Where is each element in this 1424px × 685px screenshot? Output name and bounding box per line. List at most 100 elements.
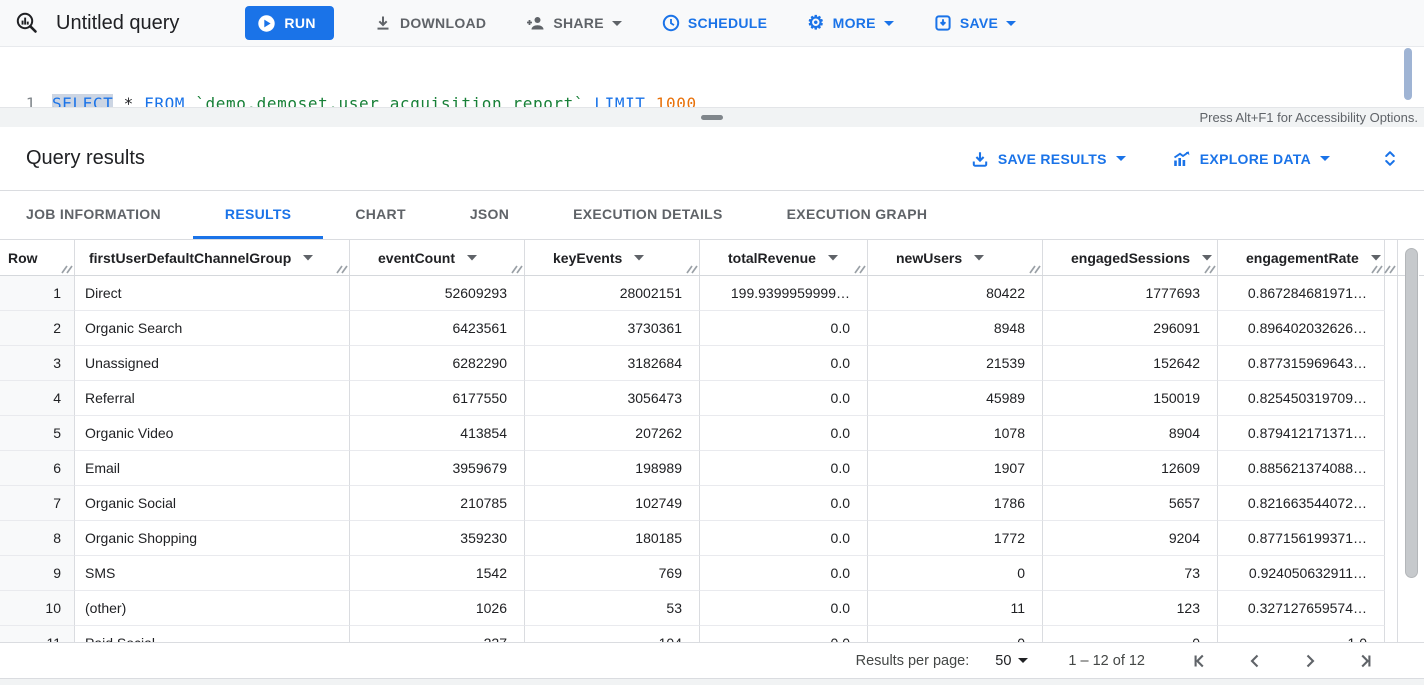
- table-cell-keyEvents: 53: [525, 591, 700, 626]
- column-menu-icon[interactable]: [827, 254, 838, 261]
- row-number-cell: 4: [0, 381, 75, 416]
- save-results-button[interactable]: SAVE RESULTS: [971, 150, 1126, 168]
- tab-results[interactable]: RESULTS: [192, 191, 324, 239]
- first-page-button[interactable]: [1189, 650, 1211, 672]
- tab-json[interactable]: JSON: [469, 205, 510, 222]
- table-body: 1 Direct 52609293 28002151 199.9399959999… 80…: [0, 276, 1424, 642]
- column-header-row[interactable]: Row: [0, 240, 75, 275]
- table-cell-engagementRate: 0.879412171371…: [1218, 416, 1385, 451]
- column-label: newUsers: [896, 249, 963, 266]
- editor-scrollbar-thumb[interactable]: [1404, 48, 1412, 100]
- row-number-cell: 11: [0, 626, 75, 642]
- column-menu-icon[interactable]: [303, 254, 314, 261]
- column-resize-handle[interactable]: [510, 264, 523, 274]
- column-menu-icon[interactable]: [467, 254, 477, 261]
- table-row: 10 (other) 1026 53 0.0 11 123 0.327127659574…: [0, 591, 1424, 626]
- table-cell-newUsers: 1786: [868, 486, 1043, 521]
- table-cell-engagementRate: 0.327127659574…: [1218, 591, 1385, 626]
- table-cell-newUsers: 45989: [868, 381, 1043, 416]
- column-menu-icon[interactable]: [1370, 254, 1381, 261]
- chevron-down-icon: [611, 20, 622, 26]
- table-cell-eventCount: 413854: [350, 416, 525, 451]
- table-cell-engagementRate: 0.896402032626…: [1218, 311, 1385, 346]
- table-cell-engagementRate: 0.821663544072…: [1218, 486, 1385, 521]
- column-header-engagedSessions[interactable]: engagedSessions: [1043, 240, 1218, 275]
- table-row: 7 Organic Social 210785 102749 0.0 1786 5657 0.…: [0, 486, 1424, 521]
- results-tab-bar: JOB INFORMATION RESULTS CHART JSON EXECUTION…: [0, 191, 1424, 240]
- table-cell-engagedSessions: 0: [1043, 626, 1218, 642]
- tab-job-information[interactable]: JOB INFORMATION: [26, 205, 161, 222]
- expand-results-button[interactable]: [1382, 149, 1398, 168]
- splitter-drag-handle[interactable]: [701, 115, 723, 120]
- table-cell-eventCount: 3959679: [350, 451, 525, 486]
- column-resize-handle[interactable]: [60, 264, 73, 274]
- explore-data-button[interactable]: EXPLORE DATA: [1172, 150, 1330, 168]
- row-number-cell: 7: [0, 486, 75, 521]
- save-button[interactable]: SAVE: [934, 14, 1017, 32]
- table-row: 4 Referral 6177550 3056473 0.0 45989 150019 0.8…: [0, 381, 1424, 416]
- download-label: DOWNLOAD: [399, 15, 487, 31]
- column-menu-icon[interactable]: [1202, 254, 1213, 261]
- sql-editor[interactable]: 1 SELECT * FROM `demo.demoset.user_acqui…: [0, 47, 1424, 113]
- editor-splitter-strip: Press Alt+F1 for Accessibility Options.: [0, 107, 1424, 127]
- column-resize-handle[interactable]: [335, 264, 348, 274]
- column-header-eventCount[interactable]: eventCount: [350, 240, 525, 275]
- column-label: Row: [8, 249, 38, 266]
- table-row: 5 Organic Video 413854 207262 0.0 1078 8904 0.8…: [0, 416, 1424, 451]
- schedule-button[interactable]: SCHEDULE: [662, 14, 767, 32]
- table-cell-totalRevenue: 0.0: [700, 521, 868, 556]
- column-resize-handle[interactable]: [1028, 264, 1041, 274]
- tab-execution-graph[interactable]: EXECUTION GRAPH: [786, 205, 928, 222]
- query-results-header: Query results SAVE RESULTS: [0, 127, 1424, 191]
- table-scrollbar[interactable]: [1405, 248, 1419, 628]
- table-cell-engagementRate: 0.825450319709…: [1218, 381, 1385, 416]
- column-header-newUsers[interactable]: newUsers: [868, 240, 1043, 275]
- download-button[interactable]: DOWNLOAD: [374, 14, 486, 32]
- table-cell-newUsers: 1078: [868, 416, 1043, 451]
- column-resize-handle[interactable]: [853, 264, 866, 274]
- table-cell-totalRevenue: 0.0: [700, 451, 868, 486]
- table-cell-firstUserDefaultChannelGroup: Unassigned: [75, 346, 350, 381]
- column-header-keyEvents[interactable]: keyEvents: [525, 240, 700, 275]
- last-page-button[interactable]: [1354, 650, 1376, 672]
- table-cell-firstUserDefaultChannelGroup: Organic Social: [75, 486, 350, 521]
- pager-controls: [1189, 650, 1376, 672]
- tab-execution-details[interactable]: EXECUTION DETAILS: [573, 205, 723, 222]
- row-number-cell: 1: [0, 276, 75, 311]
- table-cell-eventCount: 1026: [350, 591, 525, 626]
- column-resize-handle[interactable]: [1203, 264, 1216, 274]
- gear-icon: ⚙: [807, 12, 825, 34]
- page-size-select[interactable]: 50: [995, 653, 1029, 669]
- column-header-firstUserDefaultChannelGroup[interactable]: firstUserDefaultChannelGroup: [75, 240, 350, 275]
- table-cell-totalRevenue: 0.0: [700, 416, 868, 451]
- save-alt-icon: [971, 150, 989, 168]
- table-cell-newUsers: 21539: [868, 346, 1043, 381]
- table-cell-totalRevenue: 0.0: [700, 626, 868, 642]
- column-menu-icon[interactable]: [974, 254, 985, 261]
- table-cell-eventCount: 6282290: [350, 346, 525, 381]
- tab-chart[interactable]: CHART: [355, 205, 406, 222]
- more-button[interactable]: ⚙ MORE: [807, 14, 894, 33]
- column-resize-handle[interactable]: [685, 264, 698, 274]
- table-cell-engagementRate: 0.885621374088…: [1218, 451, 1385, 486]
- table-cell-engagementRate: 0.877315969643…: [1218, 346, 1385, 381]
- column-menu-icon[interactable]: [634, 254, 645, 261]
- share-button[interactable]: SHARE: [526, 14, 622, 32]
- next-page-button[interactable]: [1299, 650, 1321, 672]
- table-cell-engagementRate: 0.867284681971…: [1218, 276, 1385, 311]
- table-row: 8 Organic Shopping 359230 180185 0.0 1772 9204…: [0, 521, 1424, 556]
- run-button[interactable]: RUN: [245, 6, 334, 40]
- previous-page-button[interactable]: [1244, 650, 1266, 672]
- table-filler-column: [1385, 276, 1398, 642]
- table-row: 2 Organic Search 6423561 3730361 0.0 8948 2960…: [0, 311, 1424, 346]
- table-cell-totalRevenue: 0.0: [700, 346, 868, 381]
- column-header-engagementRate[interactable]: engagementRate: [1218, 240, 1385, 275]
- table-cell-firstUserDefaultChannelGroup: Organic Shopping: [75, 521, 350, 556]
- column-header-totalRevenue[interactable]: totalRevenue: [700, 240, 868, 275]
- first-page-icon: [1189, 650, 1211, 672]
- table-scrollbar-thumb[interactable]: [1405, 248, 1418, 578]
- last-page-icon: [1354, 650, 1376, 672]
- column-resize-handle[interactable]: [1370, 264, 1383, 274]
- column-resize-handle[interactable]: [1383, 264, 1396, 274]
- table-cell-engagementRate: 1.0: [1218, 626, 1385, 642]
